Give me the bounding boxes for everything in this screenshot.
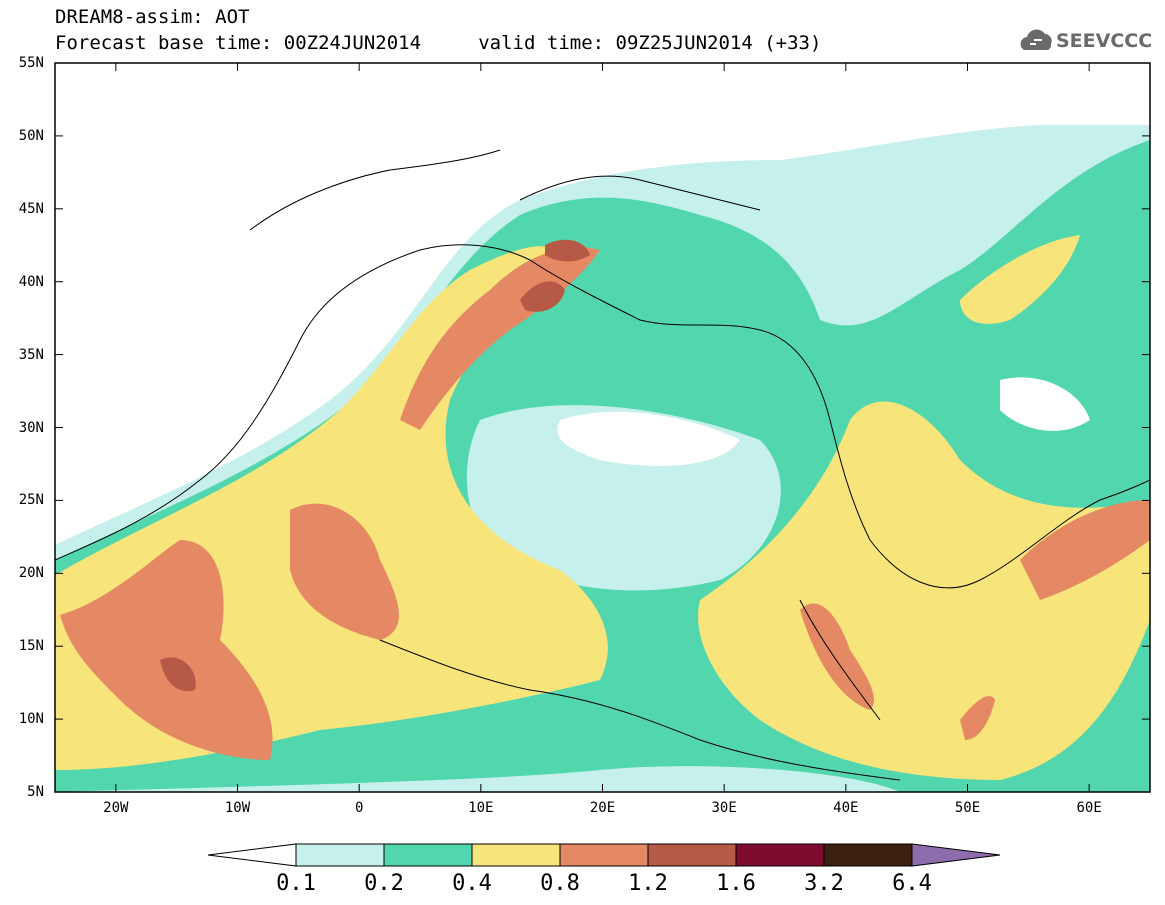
- lon-tick-label: 0: [354, 800, 364, 816]
- lat-tick-label: 20N: [18, 565, 44, 582]
- lat-tick-label: 30N: [18, 419, 44, 436]
- logo-text: SEEVCCC: [1056, 30, 1153, 52]
- lon-tick-label: 40E: [833, 800, 859, 816]
- colorbar-swatch: [295, 843, 385, 867]
- lat-tick-label: 25N: [18, 492, 44, 509]
- lat-tick-label: 55N: [18, 55, 44, 71]
- colorbar-label: 0.2: [364, 871, 404, 896]
- lat-tick-label: 45N: [18, 200, 44, 217]
- map-subtitle: Forecast base time: 00Z24JUN2014 valid t…: [55, 32, 822, 54]
- axis-ticks: [55, 62, 1150, 793]
- coastlines: [55, 149, 1150, 781]
- aot-band-0.8-redsea: [800, 603, 874, 710]
- aot-white-patch-2: [1000, 377, 1090, 431]
- aot-band-1.2-guinea: [160, 657, 196, 692]
- colorbar-label: 1.2: [628, 871, 668, 896]
- lon-tick-label: 10W: [224, 800, 251, 816]
- aot-band-0.8-mali: [290, 503, 399, 640]
- aot-band-0.8-sahel: [60, 540, 273, 760]
- colorbar-label: 6.4: [892, 871, 932, 896]
- lon-tick-label: 60E: [1076, 800, 1102, 816]
- colorbar-label: 1.6: [716, 871, 756, 896]
- colorbar-label: 3.2: [804, 871, 844, 896]
- aot-band-0.4-east: [698, 401, 1150, 780]
- map-title: DREAM8-assim: AOT: [55, 6, 250, 28]
- lat-tick-label: 5N: [27, 784, 44, 800]
- colorbar-label: 0.8: [540, 871, 580, 896]
- colorbar-min-triangle: [207, 843, 297, 867]
- aot-white-patch-1: [557, 411, 740, 466]
- aot-band-0.8-somalia: [960, 696, 995, 740]
- lat-tick-label: 15N: [18, 638, 44, 655]
- aot-band-0.8-oman: [1020, 500, 1150, 600]
- colorbar-swatch: [647, 843, 737, 867]
- colorbar-label: 0.1: [276, 871, 316, 896]
- colorbar-max-triangle: [911, 843, 1001, 867]
- lat-tick-label: 40N: [18, 273, 44, 290]
- lon-tick-label: 20W: [103, 800, 129, 816]
- aot-band-1.2-italy: [520, 281, 565, 312]
- aot-band-0.4-caspian: [960, 235, 1080, 324]
- lat-tick-label: 35N: [18, 346, 44, 363]
- colorbar-swatch: [471, 843, 561, 867]
- cloud-logo-icon: [1020, 29, 1052, 50]
- lon-tick-label: 10E: [468, 800, 494, 816]
- colorbar-swatch: [735, 843, 825, 867]
- lon-tick-label: 30E: [711, 800, 737, 816]
- lon-tick-label: 50E: [954, 800, 981, 816]
- colorbar: [207, 843, 1001, 867]
- aot-band-1.2-adriatic: [545, 239, 590, 262]
- lat-tick-label: 50N: [18, 127, 44, 144]
- colorbar-swatch: [823, 843, 913, 867]
- colorbar-swatch: [559, 843, 649, 867]
- lat-tick-label: 10N: [18, 711, 44, 728]
- aot-field: [55, 63, 1150, 792]
- colorbar-swatch: [383, 843, 473, 867]
- lon-tick-label: 20E: [589, 800, 616, 816]
- colorbar-label: 0.4: [452, 871, 492, 896]
